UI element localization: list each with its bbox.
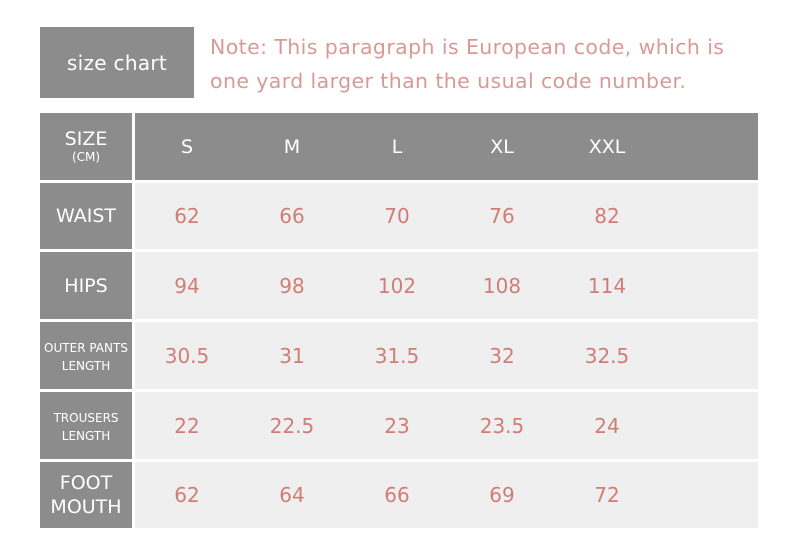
size-chart-label-text: size chart (66, 50, 168, 75)
row-label-foot-mouth: FOOT MOUTH (40, 459, 135, 528)
size-chart-label: size chart (40, 27, 194, 98)
table-cell: 66 (239, 180, 345, 249)
table-cell: 69 (449, 459, 555, 528)
table-cell-empty (659, 319, 758, 389)
table-cell: 94 (135, 249, 239, 319)
row-label-outer-pants-length: OUTER PANTS LENGTH (40, 319, 135, 389)
table-cell: 22 (135, 389, 239, 459)
row-label-line1: FOOT (59, 472, 113, 494)
row-label-line2: LENGTH (61, 428, 111, 443)
table-cell: 66 (345, 459, 449, 528)
table-cell: 70 (345, 180, 449, 249)
size-header-m: M (239, 113, 345, 180)
table-cell: 22.5 (239, 389, 345, 459)
size-header-xl: XL (449, 113, 555, 180)
table-cell: 32.5 (555, 319, 659, 389)
table-cell: 62 (135, 459, 239, 528)
size-corner-unit: (CM) (71, 149, 101, 164)
table-cell: 98 (239, 249, 345, 319)
table-cell: 31.5 (345, 319, 449, 389)
table-row-waist: WAIST 62 66 70 76 82 (40, 180, 758, 249)
row-label-waist: WAIST (40, 180, 135, 249)
table-cell: 62 (135, 180, 239, 249)
row-label-trousers-length: TROUSERS LENGTH (40, 389, 135, 459)
row-label-line2: LENGTH (61, 358, 111, 373)
table-cell-empty (659, 180, 758, 249)
row-label-hips: HIPS (40, 249, 135, 319)
table-cell: 31 (239, 319, 345, 389)
table-cell-empty (659, 389, 758, 459)
size-corner-label: SIZE (64, 127, 108, 150)
table-row-trousers-length: TROUSERS LENGTH 22 22.5 23 23.5 24 (40, 389, 758, 459)
table-cell: 114 (555, 249, 659, 319)
european-code-note: Note: This paragraph is European code, w… (210, 35, 725, 93)
table-cell: 72 (555, 459, 659, 528)
size-header-xxl: XXL (555, 113, 659, 180)
table-cell: 32 (449, 319, 555, 389)
size-table: SIZE (CM) S M L XL XXL WAIST 62 66 70 76… (40, 113, 758, 528)
table-row-outer-pants-length: OUTER PANTS LENGTH 30.5 31 31.5 32 32.5 (40, 319, 758, 389)
row-label-line1: TROUSERS (53, 410, 119, 425)
table-row-foot-mouth: FOOT MOUTH 62 64 66 69 72 (40, 459, 758, 528)
table-cell: 23.5 (449, 389, 555, 459)
row-label-line1: OUTER PANTS (44, 340, 128, 355)
row-label-line2: MOUTH (50, 496, 122, 518)
table-cell: 102 (345, 249, 449, 319)
table-cell: 23 (345, 389, 449, 459)
table-cell: 30.5 (135, 319, 239, 389)
table-cell: 76 (449, 180, 555, 249)
size-header-empty (659, 113, 758, 180)
size-corner-cell: SIZE (CM) (40, 113, 135, 180)
table-cell: 64 (239, 459, 345, 528)
size-header-row: SIZE (CM) S M L XL XXL (40, 113, 758, 180)
table-cell: 108 (449, 249, 555, 319)
size-header-l: L (345, 113, 449, 180)
row-label-text: WAIST (55, 205, 116, 227)
table-cell: 24 (555, 389, 659, 459)
table-cell-empty (659, 459, 758, 528)
table-cell-empty (659, 249, 758, 319)
row-label-text: HIPS (64, 274, 108, 297)
size-header-s: S (135, 113, 239, 180)
table-cell: 82 (555, 180, 659, 249)
table-row-hips: HIPS 94 98 102 108 114 (40, 249, 758, 319)
